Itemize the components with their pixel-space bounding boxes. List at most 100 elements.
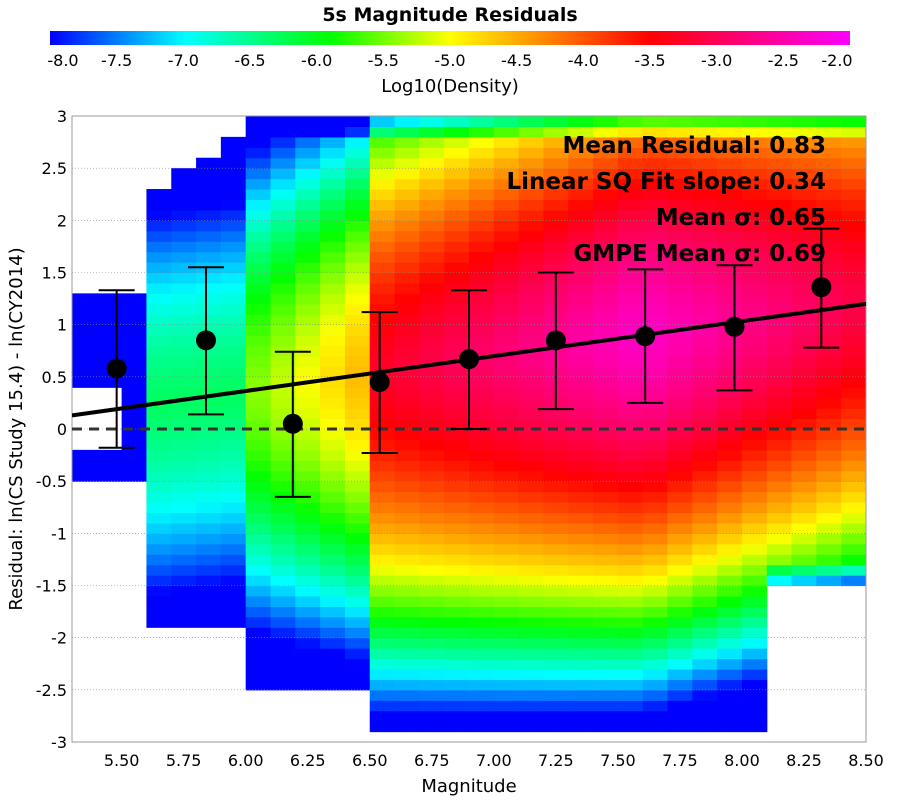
heatmap-cell — [717, 522, 743, 534]
heatmap-cell — [196, 157, 222, 169]
heatmap-cell — [493, 470, 520, 482]
binned-mean-point — [106, 358, 127, 379]
heatmap-cell — [568, 376, 594, 388]
heatmap-cell — [791, 449, 817, 461]
heatmap-cell — [667, 251, 693, 263]
heatmap-cell — [617, 606, 644, 618]
heatmap-cell — [493, 533, 520, 545]
heatmap-cell — [270, 355, 296, 367]
heatmap-cell — [469, 387, 495, 399]
heatmap-cell — [369, 502, 396, 514]
heatmap-cell — [692, 512, 718, 524]
heatmap-cell — [593, 241, 619, 253]
binned-mean-point — [459, 349, 479, 370]
heatmap-cell — [146, 241, 172, 253]
heatmap-cell — [394, 616, 420, 628]
heatmap-cell — [717, 648, 743, 660]
heatmap-cell — [568, 575, 594, 587]
heatmap-cell — [469, 721, 495, 733]
heatmap-cell — [741, 668, 768, 680]
heatmap-cell — [320, 543, 346, 555]
x-tick-label: 8.25 — [786, 751, 822, 770]
heatmap-cell — [791, 303, 817, 315]
heatmap-cell — [196, 606, 222, 618]
heatmap-cell — [543, 658, 569, 670]
heatmap-cell — [320, 314, 346, 326]
heatmap-cell — [791, 335, 817, 347]
heatmap-cell — [444, 116, 470, 128]
heatmap-cell — [419, 575, 445, 587]
heatmap-cell — [791, 554, 817, 566]
heatmap-cell — [344, 522, 371, 534]
heatmap-cell — [245, 282, 272, 294]
heatmap-cell — [320, 189, 346, 201]
heatmap-cell — [369, 272, 396, 284]
heatmap-cell — [196, 481, 222, 493]
heatmap-cell — [444, 481, 470, 493]
heatmap-cell — [766, 481, 793, 493]
heatmap-cell — [593, 460, 619, 472]
heatmap-cell — [667, 668, 693, 680]
heatmap-cell — [394, 272, 420, 284]
heatmap-cell — [816, 355, 842, 367]
colorbar — [50, 31, 850, 45]
heatmap-cell — [617, 116, 644, 128]
heatmap-cell — [444, 147, 470, 159]
heatmap-cell — [717, 429, 743, 441]
heatmap-cell — [717, 189, 743, 201]
heatmap-cell — [469, 408, 495, 420]
heatmap-cell — [717, 449, 743, 461]
heatmap-cell — [344, 178, 371, 190]
heatmap-cell — [593, 303, 619, 315]
heatmap-cell — [270, 449, 296, 461]
heatmap-cell — [568, 502, 594, 514]
heatmap-cell — [196, 533, 222, 545]
heatmap-cell — [692, 324, 718, 336]
heatmap-cell — [791, 168, 817, 180]
heatmap-cell — [766, 470, 793, 482]
heatmap-cell — [791, 418, 817, 430]
heatmap-cell — [617, 679, 644, 691]
heatmap-cell — [444, 554, 470, 566]
heatmap-cell — [518, 668, 545, 680]
heatmap-cell — [146, 366, 172, 378]
heatmap-cell — [642, 230, 669, 242]
heatmap-cell — [741, 293, 768, 305]
heatmap-cell — [444, 220, 470, 232]
heatmap-cell — [667, 157, 693, 169]
heatmap-cell — [369, 648, 396, 660]
heatmap-cell — [394, 303, 420, 315]
heatmap-cell — [518, 303, 545, 315]
heatmap-cell — [667, 679, 693, 691]
heatmap-cell — [295, 387, 321, 399]
heatmap-cell — [493, 345, 520, 357]
heatmap-cell — [493, 147, 520, 159]
heatmap-cell — [220, 303, 247, 315]
heatmap-cell — [320, 533, 346, 545]
heatmap-cell — [344, 575, 371, 587]
heatmap-cell — [717, 595, 743, 607]
heatmap-cell — [841, 387, 866, 399]
heatmap-cell — [320, 251, 346, 263]
heatmap-cell — [419, 668, 445, 680]
heatmap-cell — [369, 700, 396, 712]
heatmap-cell — [344, 418, 371, 430]
heatmap-cell — [493, 575, 520, 587]
heatmap-cell — [220, 272, 247, 284]
x-tick-label: 7.25 — [538, 751, 574, 770]
heatmap-cell — [518, 116, 545, 128]
heatmap-cell — [220, 408, 247, 420]
heatmap-cell — [270, 397, 296, 409]
heatmap-cell — [741, 157, 768, 169]
heatmap-cell — [245, 293, 272, 305]
heatmap-cell — [593, 522, 619, 534]
heatmap-cell — [543, 700, 569, 712]
heatmap-cell — [841, 449, 866, 461]
heatmap-cell — [741, 710, 768, 722]
heatmap-cell — [642, 209, 669, 221]
heatmap-cell — [667, 241, 693, 253]
heatmap-cell — [593, 637, 619, 649]
heatmap-cell — [766, 262, 793, 274]
heatmap-cell — [568, 209, 594, 221]
